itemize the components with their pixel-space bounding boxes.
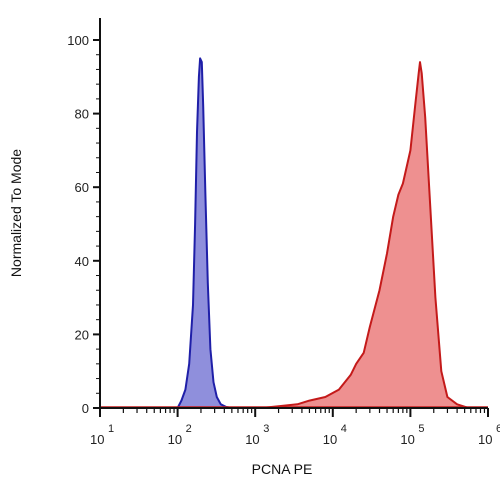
series-2-area	[261, 62, 469, 408]
y-tick-label: 80	[75, 107, 89, 122]
x-tick-exponent: 1	[108, 423, 114, 435]
x-tick-label: 10	[478, 432, 492, 447]
x-tick-exponent: 6	[496, 423, 500, 435]
y-tick-label: 100	[67, 33, 89, 48]
x-axis-ticks: 10 1 10 2 10 3 10 4 10 5 10 6	[90, 408, 500, 447]
axes: 0 20 40 60 80 100 10 1 10 2 10 3 10 4 10 5 10 6	[67, 18, 500, 447]
x-tick-exponent: 2	[186, 423, 192, 435]
x-tick-label: 10	[400, 432, 414, 447]
y-axis-title: Normalized To Mode	[8, 149, 24, 277]
series-1-line	[176, 57, 232, 409]
x-tick-label: 10	[90, 432, 104, 447]
series-1-area	[177, 58, 232, 409]
y-tick-label: 20	[75, 327, 89, 342]
x-tick-exponent: 4	[341, 423, 347, 435]
y-tick-label: 60	[75, 180, 89, 195]
x-tick-exponent: 5	[418, 423, 424, 435]
plot-area	[100, 57, 488, 409]
y-tick-label: 0	[82, 401, 89, 416]
y-tick-label: 40	[75, 254, 89, 269]
x-tick-exponent: 3	[263, 423, 269, 435]
x-tick-label: 10	[245, 432, 259, 447]
x-tick-label: 10	[168, 432, 182, 447]
y-axis-ticks: 0 20 40 60 80 100	[67, 33, 100, 416]
x-axis-title: PCNA PE	[252, 461, 313, 477]
x-tick-label: 10	[323, 432, 337, 447]
series-2-line	[261, 61, 469, 409]
